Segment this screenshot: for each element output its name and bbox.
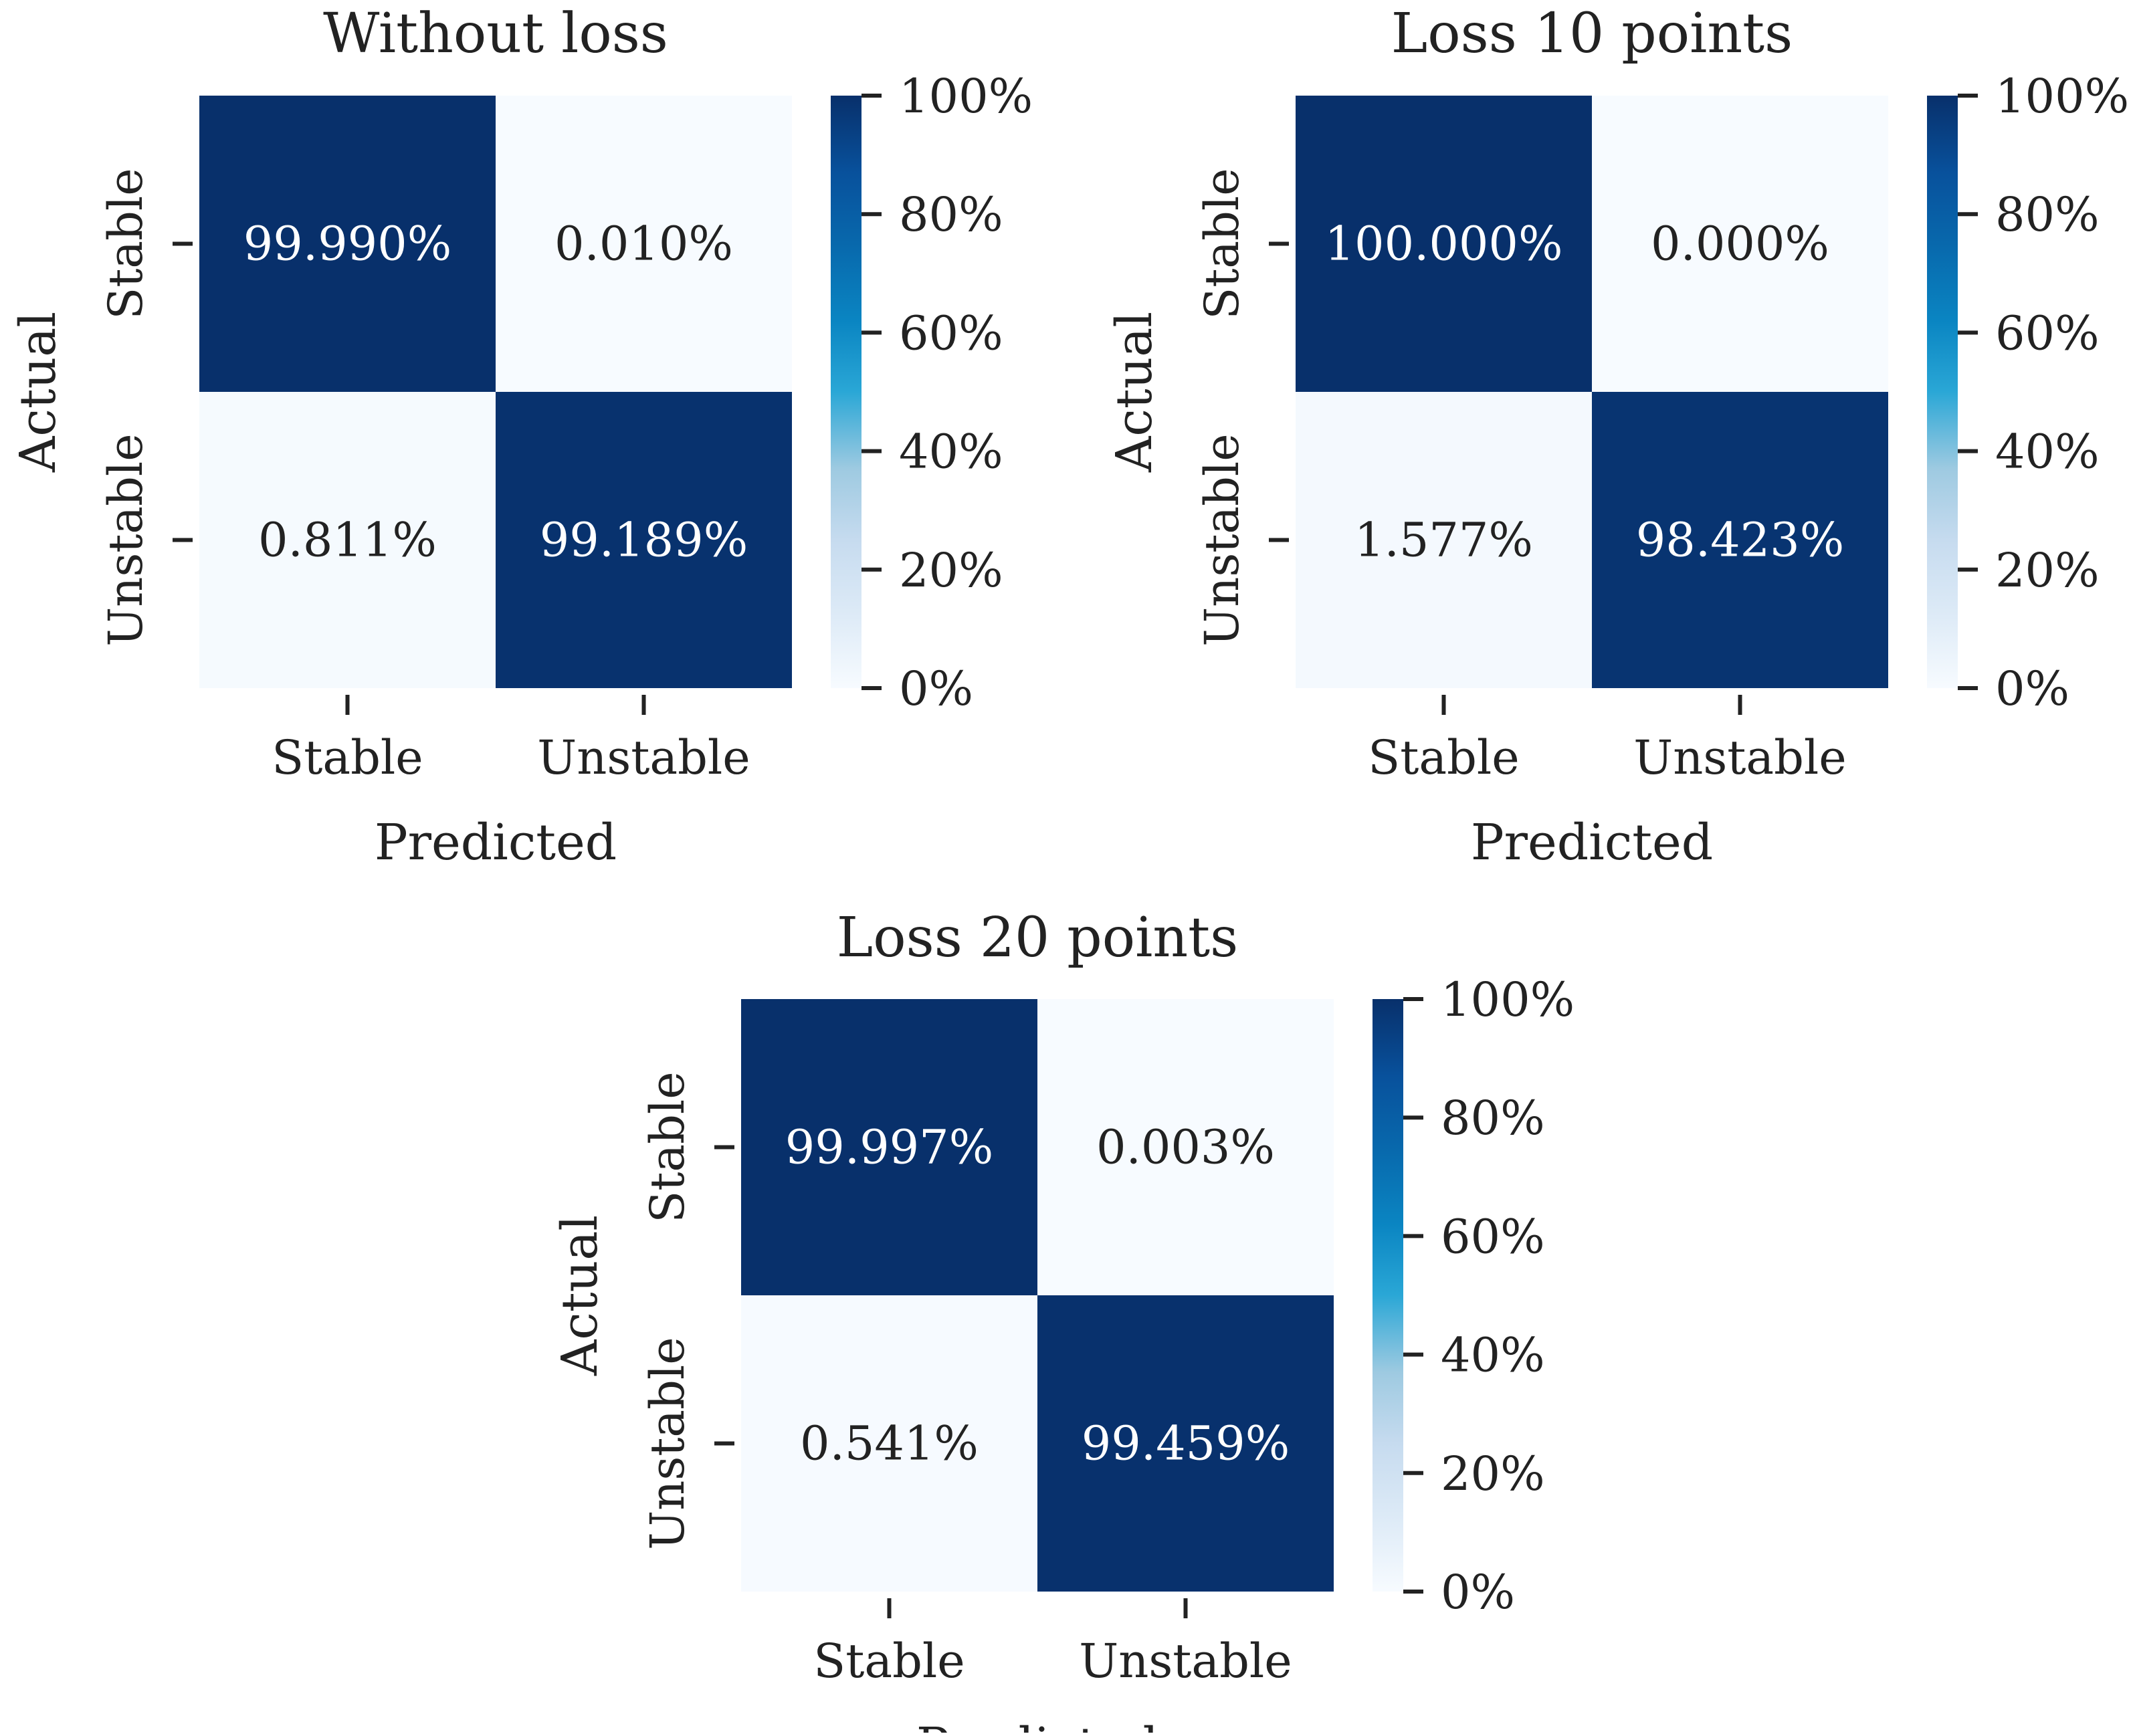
heatmap-cell-0-1 xyxy=(1037,999,1334,1295)
y-tick-label-1: Unstable xyxy=(1195,433,1249,647)
confusion-matrix-1: Without loss 99.990% 0.010% 0.811% 99.189% St… xyxy=(9,2,1033,871)
colorbar xyxy=(1927,96,1958,688)
heatmap-cell-1-1 xyxy=(1037,1295,1334,1592)
colorbar-tick-label-4: 80% xyxy=(1441,1091,1545,1146)
confusion-matrix-2: Loss 10 points 100.000% 0.000% 1.577% 98.423… xyxy=(1106,2,2129,871)
colorbar xyxy=(831,96,861,688)
heatmap-cell-0-1 xyxy=(1592,96,1888,392)
colorbar-tick-label-5: 100% xyxy=(1995,69,2129,124)
x-axis-label: Predicted xyxy=(1471,814,1713,871)
heatmap-cell-1-0 xyxy=(199,392,496,688)
cell-value-label-1-1: 99.189% xyxy=(540,513,748,568)
confusion-matrix-3: Loss 20 points 99.997% 0.003% 0.541% 99.459%… xyxy=(551,906,1575,1736)
heatmap-cell-1-0 xyxy=(741,1295,1037,1592)
cell-value-label-0-0: 99.990% xyxy=(243,217,451,272)
colorbar-tick-label-4: 80% xyxy=(899,187,1003,242)
y-tick-label-1: Unstable xyxy=(98,433,153,647)
cell-value-label-0-1: 0.003% xyxy=(1096,1120,1275,1175)
x-axis-label: Predicted xyxy=(916,1717,1158,1733)
x-tick-label-0: Stable xyxy=(813,1634,965,1689)
colorbar-tick-label-5: 100% xyxy=(1441,972,1575,1027)
colorbar-tick-label-3: 60% xyxy=(1995,306,2100,360)
x-tick-label-1: Unstable xyxy=(1079,1634,1292,1689)
heatmap-cell-0-0 xyxy=(1296,96,1592,392)
cell-value-label-0-0: 100.000% xyxy=(1325,217,1563,272)
cell-value-label-1-0: 0.811% xyxy=(258,513,437,568)
colorbar-tick-label-4: 80% xyxy=(1995,187,2100,242)
heatmap-cell-1-1 xyxy=(1592,392,1888,688)
colorbar-tick-label-0: 0% xyxy=(1441,1565,1515,1620)
heatmap-cell-1-0 xyxy=(1296,392,1592,688)
heatmap-cell-1-1 xyxy=(496,392,792,688)
colorbar-tick-label-1: 20% xyxy=(1995,543,2100,598)
colorbar-tick-label-3: 60% xyxy=(899,306,1003,360)
colorbar-tick-label-0: 0% xyxy=(899,661,973,716)
cell-value-label-0-1: 0.010% xyxy=(554,217,733,272)
chart-title: Without loss xyxy=(323,2,668,66)
cell-value-label-1-0: 1.577% xyxy=(1354,513,1533,568)
colorbar-tick-label-3: 60% xyxy=(1441,1209,1545,1264)
cell-value-label-1-1: 98.423% xyxy=(1636,513,1844,568)
colorbar-tick-label-1: 20% xyxy=(899,543,1003,598)
y-axis-label: Actual xyxy=(1106,312,1163,473)
colorbar-tick-label-2: 40% xyxy=(1995,425,2100,479)
chart-title: Loss 20 points xyxy=(837,906,1238,970)
x-axis-label: Predicted xyxy=(375,814,617,871)
colorbar-tick-label-1: 20% xyxy=(1441,1446,1545,1501)
y-tick-label-0: Stable xyxy=(1195,168,1249,319)
y-axis-label: Actual xyxy=(9,312,67,473)
cell-value-label-0-0: 99.997% xyxy=(785,1120,993,1175)
cell-value-label-0-1: 0.000% xyxy=(1651,217,1829,272)
y-tick-label-0: Stable xyxy=(640,1071,695,1222)
y-axis-label: Actual xyxy=(551,1215,609,1376)
colorbar-tick-label-2: 40% xyxy=(899,425,1003,479)
colorbar-tick-label-0: 0% xyxy=(1995,661,2069,716)
chart-title: Loss 10 points xyxy=(1391,2,1793,66)
cell-value-label-1-0: 0.541% xyxy=(800,1416,979,1471)
colorbar-tick-label-5: 100% xyxy=(899,69,1033,124)
heatmap-cell-0-1 xyxy=(496,96,792,392)
x-tick-label-1: Unstable xyxy=(1633,730,1847,785)
x-tick-label-0: Stable xyxy=(272,730,423,785)
y-tick-label-1: Unstable xyxy=(640,1337,695,1550)
x-tick-label-1: Unstable xyxy=(537,730,750,785)
y-tick-label-0: Stable xyxy=(98,168,153,319)
heatmap-cell-0-0 xyxy=(199,96,496,392)
heatmap-cell-0-0 xyxy=(741,999,1037,1295)
x-tick-label-0: Stable xyxy=(1368,730,1519,785)
colorbar-tick-label-2: 40% xyxy=(1441,1328,1545,1383)
cell-value-label-1-1: 99.459% xyxy=(1082,1416,1290,1471)
colorbar xyxy=(1373,999,1403,1592)
